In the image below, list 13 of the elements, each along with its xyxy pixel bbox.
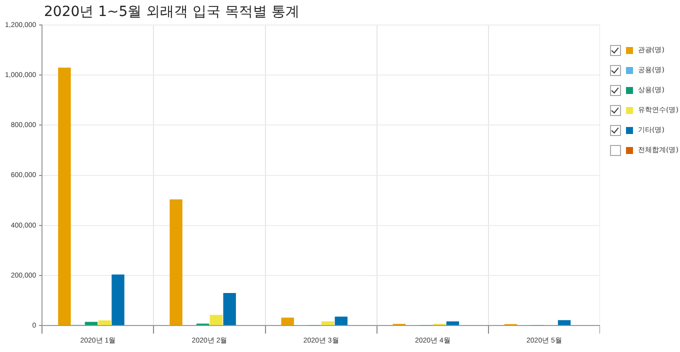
bar: [84, 322, 98, 326]
bar: [112, 274, 124, 326]
bar: [558, 320, 571, 326]
bar: [281, 318, 294, 326]
bar: [223, 293, 236, 326]
bar: [170, 199, 182, 326]
bar: [210, 314, 223, 326]
bar: [446, 321, 460, 326]
bar: [334, 316, 348, 326]
chart-title: 2020년 1~5월 외래객 입국 목적별 통계: [44, 3, 300, 21]
bar: [58, 68, 71, 326]
bar: [321, 321, 334, 326]
bar: [98, 320, 111, 326]
